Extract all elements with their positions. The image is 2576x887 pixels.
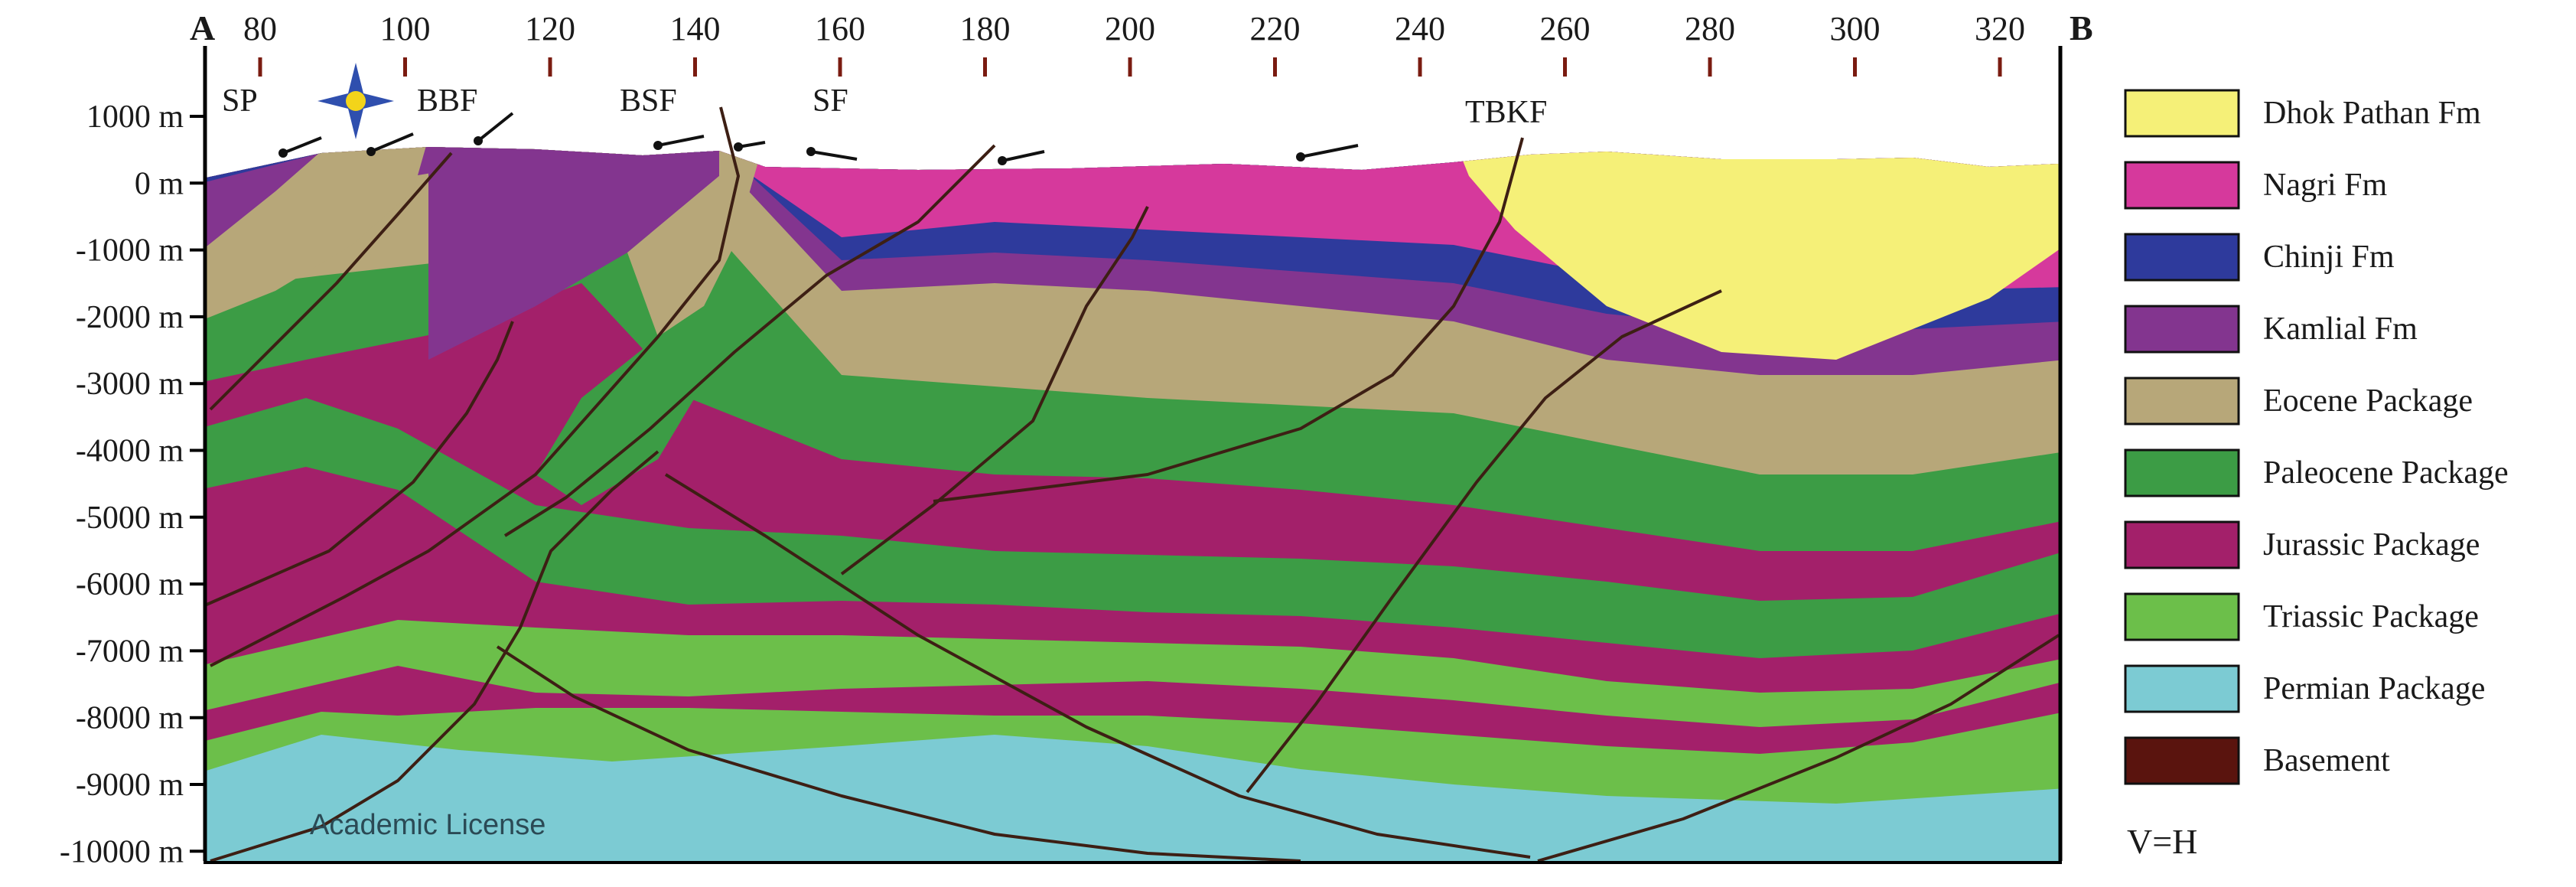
depth-tick-label: -4000 m bbox=[76, 434, 184, 469]
star-marker-icon bbox=[318, 63, 394, 139]
fault-bsf-trace bbox=[503, 144, 996, 537]
fault-sf-lower bbox=[664, 473, 1531, 859]
dip-mark bbox=[1300, 144, 1359, 158]
legend-label: Nagri Fm bbox=[2263, 168, 2387, 203]
depth-tick-label: -8000 m bbox=[76, 701, 184, 736]
legend-label: Jurassic Package bbox=[2263, 527, 2480, 563]
depth-tick-label: 0 m bbox=[135, 166, 184, 201]
legend-swatch bbox=[2124, 161, 2240, 210]
dip-mark bbox=[370, 132, 414, 153]
depth-tick-label: -7000 m bbox=[76, 634, 184, 669]
legend-label: Eocene Package bbox=[2263, 383, 2473, 419]
fault-bbf-trace bbox=[210, 450, 659, 863]
dip-dot bbox=[366, 147, 376, 156]
depth-tick-label: -9000 m bbox=[76, 768, 184, 803]
depth-tick-label: 1000 m bbox=[86, 99, 184, 135]
fault-tbkf-trace bbox=[933, 137, 1524, 503]
dip-symbols bbox=[278, 112, 1359, 165]
km-tick-label: 220 bbox=[1250, 10, 1301, 47]
dip-mark bbox=[810, 150, 858, 161]
legend-label: Paleocene Package bbox=[2263, 455, 2509, 491]
depth-tick-label: -2000 m bbox=[76, 300, 184, 335]
dip-dot bbox=[653, 141, 663, 150]
fault-label-bsf: BSF bbox=[620, 83, 677, 119]
dip-mark bbox=[1001, 150, 1045, 162]
fault-sp-trace bbox=[209, 152, 453, 411]
legend-label: Basement bbox=[2263, 743, 2390, 778]
legend-swatch bbox=[2124, 520, 2240, 569]
km-tick-label: 240 bbox=[1395, 10, 1445, 47]
km-tick-label: 100 bbox=[380, 10, 431, 47]
depth-tick-label: -3000 m bbox=[76, 367, 184, 402]
fault-lines bbox=[206, 106, 2060, 863]
distance-axis: 80 100 120 140 160 180 200 220 240 260 280 300 320 bbox=[243, 10, 2025, 77]
fault-deep-1 bbox=[496, 645, 1301, 863]
fault-sp-lower bbox=[210, 106, 740, 667]
legend: Dhok Pathan Fm Nagri Fm Chinji Fm Kamlial F… bbox=[2124, 89, 2509, 785]
km-tick-label: 160 bbox=[815, 10, 865, 47]
legend-swatch bbox=[2124, 305, 2240, 354]
fault-sf-trace bbox=[840, 206, 1149, 576]
watermark: Academic License bbox=[310, 809, 545, 841]
dip-dot bbox=[1296, 152, 1305, 161]
layer-paleocene-left bbox=[536, 306, 704, 505]
fault-label-bbf: BBF bbox=[417, 83, 477, 119]
fault-label-sp: SP bbox=[222, 83, 258, 119]
dip-dot bbox=[278, 148, 288, 158]
km-tick-label: 120 bbox=[525, 10, 575, 47]
km-tick-label: 300 bbox=[1830, 10, 1881, 47]
fault-left-ramp bbox=[206, 321, 514, 606]
dip-mark bbox=[657, 135, 705, 147]
km-tick-label: 80 bbox=[243, 10, 277, 47]
fault-deep-2 bbox=[1537, 634, 2060, 863]
legend-label: Chinji Fm bbox=[2263, 240, 2395, 275]
km-tick-label: 280 bbox=[1685, 10, 1735, 47]
dip-mark bbox=[477, 112, 514, 142]
legend-swatch bbox=[2124, 736, 2240, 785]
depth-axis: 1000 m 0 m -1000 m -2000 m -3000 m -4000 m -50… bbox=[60, 99, 207, 869]
legend-swatch bbox=[2124, 592, 2240, 641]
dip-dot bbox=[734, 142, 743, 152]
dip-dot bbox=[474, 136, 483, 145]
km-tick-label: 140 bbox=[670, 10, 721, 47]
km-tick-label: 320 bbox=[1975, 10, 2025, 47]
layer-kamlial-left bbox=[428, 147, 719, 360]
layer-dhok-pathan bbox=[1454, 147, 2059, 360]
stratigraphy bbox=[207, 147, 2059, 861]
km-tick-label: 180 bbox=[960, 10, 1011, 47]
legend-label: Permian Package bbox=[2263, 671, 2485, 706]
depth-tick-label: -6000 m bbox=[76, 567, 184, 602]
fault-tbkf-lower bbox=[1246, 289, 1722, 794]
fault-label-tbkf: TBKF bbox=[1465, 95, 1547, 130]
legend-swatch bbox=[2124, 448, 2240, 497]
depth-tick-label: -10000 m bbox=[60, 834, 184, 869]
depth-tick-label: -5000 m bbox=[76, 501, 184, 536]
dip-mark bbox=[282, 136, 322, 155]
legend-swatch bbox=[2124, 377, 2240, 426]
dip-dot bbox=[998, 156, 1007, 165]
km-tick-label: 200 bbox=[1105, 10, 1155, 47]
layer-eocene-left bbox=[627, 147, 765, 337]
dip-dot bbox=[806, 147, 816, 156]
section-end-label: B bbox=[2070, 8, 2093, 47]
legend-label: Triassic Package bbox=[2263, 599, 2479, 634]
legend-swatch bbox=[2124, 664, 2240, 713]
legend-swatch bbox=[2124, 233, 2240, 282]
legend-label: Dhok Pathan Fm bbox=[2263, 96, 2481, 131]
section-start-label: A bbox=[190, 8, 215, 47]
depth-tick-label: -1000 m bbox=[76, 233, 184, 269]
legend-label: Kamlial Fm bbox=[2263, 311, 2418, 347]
legend-swatch bbox=[2124, 89, 2240, 138]
fault-label-sf: SF bbox=[813, 83, 848, 119]
km-tick-label: 260 bbox=[1540, 10, 1591, 47]
scale-note: V=H bbox=[2127, 822, 2197, 861]
